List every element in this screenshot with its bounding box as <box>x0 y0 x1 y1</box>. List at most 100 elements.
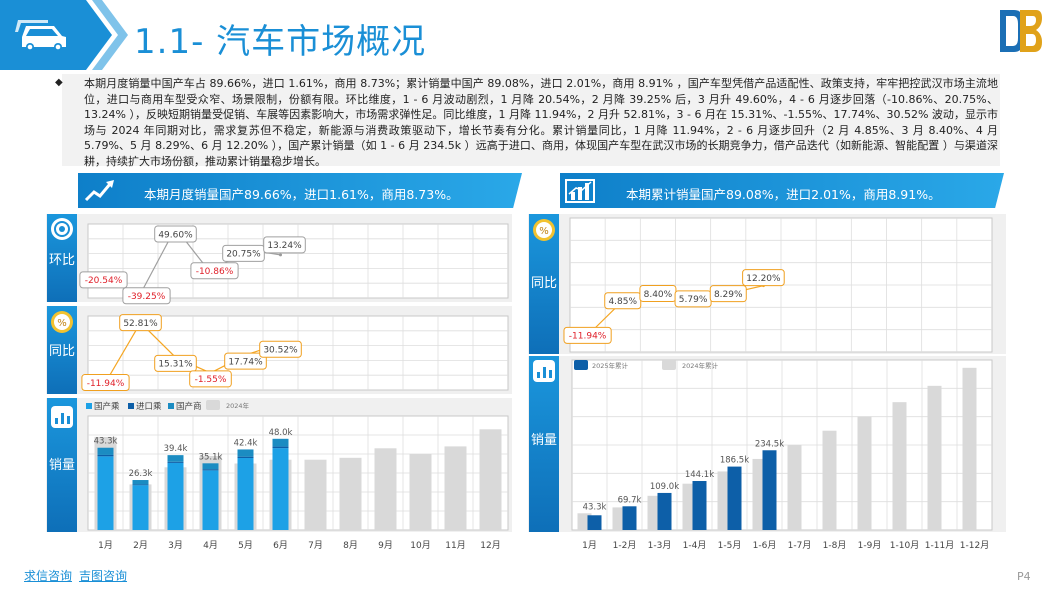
sales-tick-label: 3月 <box>168 540 183 551</box>
yoy-data-label: 30.52% <box>263 346 298 356</box>
bullet-diamond-icon: ◆ <box>55 77 63 88</box>
cum-bar-2024 <box>962 367 977 530</box>
summary-text: 本期月度销量中国产车占 89.66%，进口 1.61%，商用 8.73%；累计销… <box>84 77 998 168</box>
legend-label: 国产乘 <box>94 401 120 412</box>
company-logo <box>1000 10 1042 52</box>
cum-total-label: 43.3k <box>583 502 607 512</box>
cum-bar-2025 <box>622 506 637 530</box>
sales-bar-国产商 <box>167 455 184 462</box>
cum-bar-2025 <box>727 466 742 530</box>
cum-tick-label: 1-3月 <box>648 540 672 551</box>
yoy-data-label: 15.31% <box>158 360 193 370</box>
cum-tick-label: 1-5月 <box>718 540 742 551</box>
cum-tick-label: 1-12月 <box>960 540 989 551</box>
cum-bar-2024 <box>927 385 942 530</box>
sales-bar-2024 <box>409 454 432 530</box>
yoy-bubble <box>189 370 232 388</box>
mom-data-label: -20.54% <box>85 276 123 286</box>
sales-tick-label: 11月 <box>445 540 465 551</box>
legend-label: 进口乘 <box>136 401 162 412</box>
sales-tick-label: 10月 <box>410 540 430 551</box>
sales-bar-进口乘 <box>202 469 219 471</box>
sales-tick-label: 12月 <box>480 540 500 551</box>
cum-total-label: 144.1k <box>685 470 714 480</box>
cum-tick-label: 1-4月 <box>683 540 707 551</box>
right-banner-text: 本期累计销量国产89.08%，进口2.01%，商用8.91%。 <box>626 187 941 202</box>
yoy-data-label: -1.55% <box>195 375 227 385</box>
sales-total-label: 48.0k <box>269 428 293 438</box>
cum-bar-2025 <box>692 481 707 530</box>
yoy-bubble <box>81 374 130 392</box>
percent-icon: % <box>51 311 73 333</box>
sales-bar-国产商 <box>202 463 219 470</box>
sales-bar-2024 <box>304 459 327 530</box>
legend-label: 2024年累计 <box>682 361 719 370</box>
page-number: P4 <box>1017 570 1031 583</box>
sales-tick-label: 5月 <box>238 540 253 551</box>
sales-bar-国产商 <box>132 480 149 485</box>
cum-bar-2024 <box>857 416 872 530</box>
car-icon <box>15 20 66 51</box>
bar-chart-icon <box>51 406 73 428</box>
mom-bubble <box>154 225 197 243</box>
cum-tick-label: 1-11月 <box>925 540 954 551</box>
bar-chart-icon <box>565 179 595 203</box>
right-banner <box>560 173 1004 208</box>
sales-bar-2024 <box>339 457 362 530</box>
mom-bubble <box>263 236 306 254</box>
mom-data-label: 20.75% <box>226 250 261 260</box>
tab-yoy-label: 同比 <box>48 344 75 359</box>
sales-bar-国产商 <box>272 438 289 447</box>
cum-tick-label: 1-7月 <box>788 540 812 551</box>
cum-total-label: 234.5k <box>755 439 784 449</box>
sales-bar-国产乘 <box>132 485 149 530</box>
mom-bubble <box>79 271 128 289</box>
tab-mom-label: 环比 <box>48 253 75 268</box>
cum-total-label: 186.5k <box>720 456 749 466</box>
cum-yoy-bubble <box>563 326 612 344</box>
footer-link-jitu[interactable]: 吉图咨询 <box>79 569 128 583</box>
cum-bar-2024 <box>892 402 907 530</box>
cum-tick-label: 1-8月 <box>823 540 847 551</box>
tab-cum-yoy-label: 同比 <box>530 276 557 291</box>
sales-total-label: 42.4k <box>234 438 258 448</box>
cum-total-label: 109.0k <box>650 482 679 492</box>
legend-label: 2025年累计 <box>592 361 629 370</box>
sales-bar-2024 <box>444 446 467 530</box>
sales-bar-国产乘 <box>237 457 254 530</box>
sales-bar-进口乘 <box>167 461 184 463</box>
legend-swatch <box>662 360 676 370</box>
sales-total-label: 26.3k <box>129 469 153 479</box>
cum-tick-label: 1-2月 <box>613 540 637 551</box>
sales-tick-label: 9月 <box>378 540 393 551</box>
sales-tick-label: 7月 <box>308 540 323 551</box>
bar-chart-icon <box>533 360 555 382</box>
sales-bar-进口乘 <box>272 446 289 449</box>
legend-label: 2024年 <box>226 401 250 410</box>
mom-bubble <box>190 262 239 280</box>
legend-swatch <box>86 403 92 409</box>
svg-text:%: % <box>57 318 67 329</box>
sales-bar-国产乘 <box>202 470 219 530</box>
sales-bar-国产乘 <box>97 456 114 530</box>
mom-data-label: -10.86% <box>196 267 234 277</box>
sales-bar-进口乘 <box>132 484 149 486</box>
mom-data-label: 49.60% <box>158 230 193 240</box>
mom-bubble <box>222 244 265 262</box>
sales-bar-2024 <box>374 448 397 530</box>
legend-swatch <box>206 400 220 410</box>
sales-tick-label: 2月 <box>133 540 148 551</box>
cum-yoy-bubble <box>709 285 747 303</box>
yoy-bubble <box>154 354 197 372</box>
cum-bar-2024 <box>822 430 837 530</box>
legend-swatch <box>168 403 174 409</box>
sales-total-label: 35.1k <box>199 452 223 462</box>
yoy-bubble <box>224 352 267 370</box>
footer-link-qiuxin[interactable]: 求信咨询 <box>24 569 73 583</box>
left-banner-text: 本期月度销量国产89.66%，进口1.61%，商用8.73%。 <box>144 187 459 202</box>
sales-total-label: 39.4k <box>164 444 188 454</box>
cum-tick-label: 1-6月 <box>753 540 777 551</box>
cum-yoy-data-label: -11.94% <box>569 332 607 342</box>
